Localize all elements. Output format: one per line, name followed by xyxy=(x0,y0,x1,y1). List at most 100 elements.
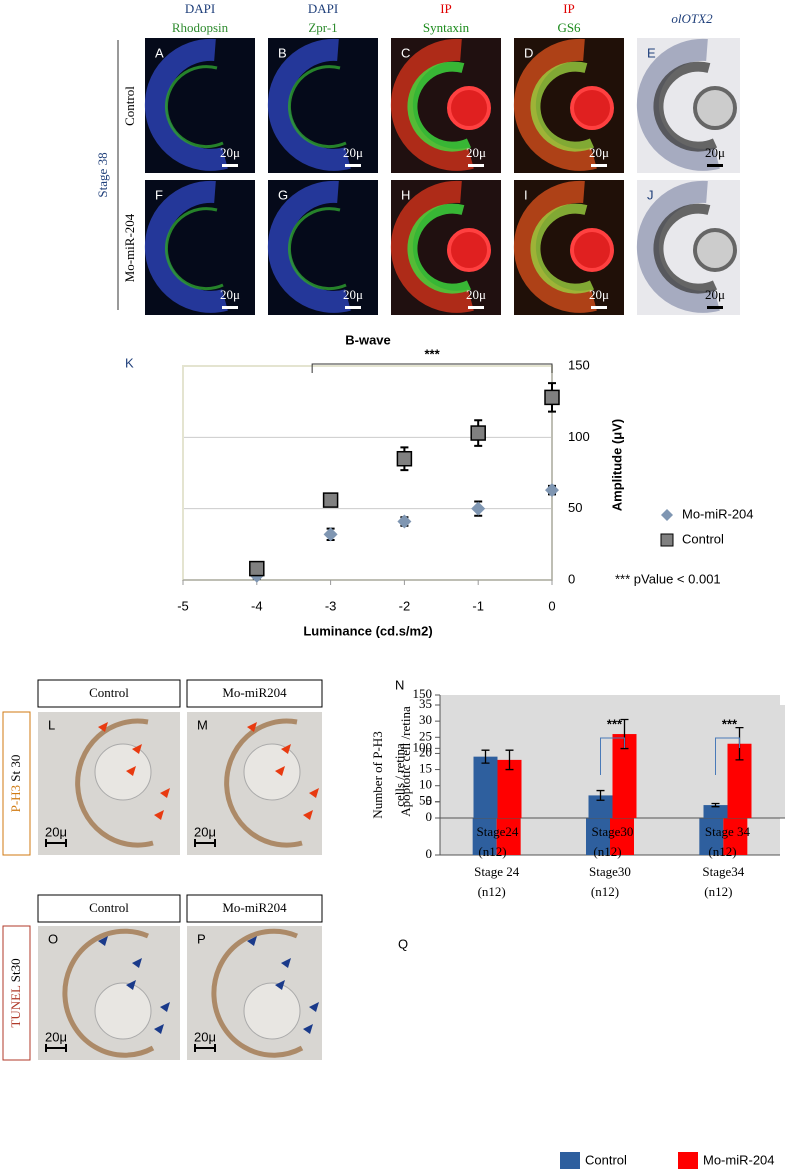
y-tick-label: 0 xyxy=(426,809,433,824)
panel-letter: D xyxy=(524,45,533,60)
panel-letter: A xyxy=(155,45,164,60)
arrowhead xyxy=(154,1024,164,1034)
plot-frame xyxy=(182,365,553,581)
data-point xyxy=(544,389,560,406)
column-header: Control xyxy=(89,685,129,700)
retina-layer xyxy=(513,180,597,313)
column-stain: DAPI xyxy=(185,1,215,16)
scale-label: 20μ xyxy=(343,145,363,160)
scale-bar xyxy=(707,164,723,167)
annotation: *** xyxy=(424,346,440,361)
significance-bracket xyxy=(600,737,625,775)
stage-name: St 30 xyxy=(8,755,23,782)
retina-layer xyxy=(530,61,595,152)
scale-label: 20μ xyxy=(705,287,725,302)
error-bar xyxy=(596,789,605,801)
y-tick-label: 35 xyxy=(419,696,432,711)
arrowhead xyxy=(281,744,291,754)
retina-layer xyxy=(287,207,347,291)
arrowhead xyxy=(247,936,257,946)
panel-letter: K xyxy=(125,355,134,370)
retina-layer xyxy=(530,203,595,294)
arrowhead xyxy=(275,766,285,776)
bar xyxy=(473,756,498,818)
y-tick-label: 150 xyxy=(413,686,433,701)
scale-bar xyxy=(468,164,484,167)
scale-label: 20μ xyxy=(705,145,725,160)
lens xyxy=(693,228,737,272)
error-bar xyxy=(481,749,490,764)
panel-letter: C xyxy=(401,45,410,60)
significance-bracket xyxy=(715,737,740,775)
y-axis-label: Amplitude (μV) xyxy=(609,419,624,511)
x-tick-label: 0 xyxy=(548,598,555,613)
y-axis-label: cells / retina xyxy=(392,743,407,807)
retina-layer xyxy=(144,180,228,313)
x-tick-label: -4 xyxy=(251,598,263,613)
panel-letter: B xyxy=(278,45,287,60)
retina-layer xyxy=(390,38,474,171)
header-box xyxy=(186,894,323,923)
x-tick-note: (n12) xyxy=(591,884,619,899)
y-tick-label: 150 xyxy=(568,357,590,372)
scale-label: 20μ xyxy=(45,1029,67,1044)
arrowhead xyxy=(303,1024,313,1034)
y-tick-label: 30 xyxy=(419,712,432,727)
legend-label: Mo-miR-204 xyxy=(682,506,754,521)
scale-label: 20μ xyxy=(343,287,363,302)
retina-layer xyxy=(267,180,351,313)
data-point xyxy=(323,527,338,542)
x-tick-label: Stage30 xyxy=(592,824,634,839)
x-tick-label: -2 xyxy=(399,598,411,613)
annotation: *** xyxy=(607,716,623,731)
scale-bar xyxy=(45,1044,67,1052)
retina-layer xyxy=(653,61,718,152)
x-tick-note: (n12) xyxy=(708,844,736,859)
scale-bar xyxy=(194,1044,216,1052)
scale-bar xyxy=(345,164,361,167)
panel-letter: P xyxy=(197,931,206,946)
retina-layer xyxy=(636,180,720,313)
x-tick-label: Stage24 xyxy=(477,824,519,839)
data-point xyxy=(545,483,559,498)
arrowhead xyxy=(126,766,136,776)
side-box xyxy=(2,711,31,856)
arrowhead xyxy=(309,788,319,798)
stage-name: St30 xyxy=(8,958,23,982)
retina-layer xyxy=(513,38,597,171)
scale-bar xyxy=(591,306,607,309)
lens xyxy=(94,982,152,1040)
x-tick-label: -5 xyxy=(177,598,189,613)
arrowhead xyxy=(160,788,170,798)
retina-layer xyxy=(164,65,224,149)
header-box xyxy=(37,679,181,708)
legend-swatch xyxy=(661,509,673,521)
y-tick-label: 50 xyxy=(568,500,582,515)
stage-label: Stage 38 xyxy=(95,152,110,197)
y-tick-label: 0 xyxy=(426,846,433,861)
column-marker: GS6 xyxy=(557,20,581,35)
panel-letter: F xyxy=(155,187,163,202)
header-box xyxy=(186,679,323,708)
arrowhead xyxy=(160,1002,170,1012)
annotation: *** xyxy=(722,716,738,731)
retina-outline xyxy=(62,928,155,1058)
scale-label: 20μ xyxy=(589,145,609,160)
retina-outline xyxy=(224,718,303,848)
retina-layer xyxy=(144,38,228,171)
scale-bar xyxy=(591,164,607,167)
data-point xyxy=(397,514,412,529)
lens xyxy=(94,743,152,801)
retina-layer xyxy=(636,38,720,171)
arrowhead xyxy=(154,810,164,820)
scale-bar xyxy=(222,306,238,309)
arrowhead xyxy=(275,980,285,990)
retina-layer xyxy=(267,38,351,171)
marker-name: TUNEL xyxy=(8,985,23,1028)
retina-layer xyxy=(390,180,474,313)
y-tick-label: 25 xyxy=(419,728,432,743)
panel-letter: I xyxy=(524,187,528,202)
legend-label: Control xyxy=(585,1152,627,1167)
scale-label: 20μ xyxy=(466,287,486,302)
panel-letter: J xyxy=(647,187,654,202)
